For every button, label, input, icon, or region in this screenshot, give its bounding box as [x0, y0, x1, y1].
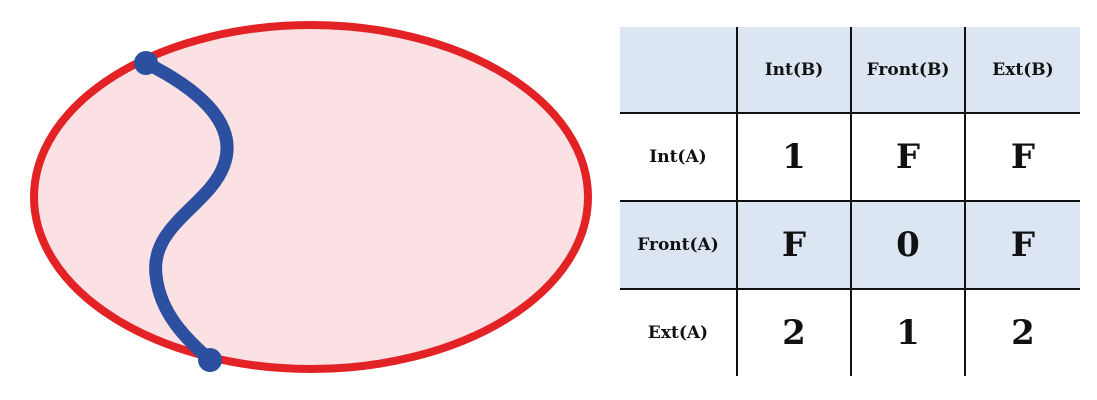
line-a-curve — [139, 56, 234, 367]
matrix-cell: 1 — [850, 288, 965, 376]
matrix-row-ext-a: Ext(A) 2 1 2 — [620, 288, 1080, 376]
matrix-cell: F — [964, 200, 1080, 289]
matrix-cell: 1 — [736, 112, 851, 201]
matrix-cell: F — [850, 112, 965, 201]
matrix-header-row: Int(B) Front(B) Ext(B) — [620, 27, 1080, 113]
matrix-corner-cell — [620, 27, 737, 113]
row-header-front-a: Front(A) — [620, 200, 737, 289]
column-header-front-b: Front(B) — [850, 27, 965, 113]
row-header-ext-a: Ext(A) — [620, 288, 737, 376]
matrix-cell: 0 — [850, 200, 965, 289]
line-start-point — [134, 51, 158, 75]
line-end-point — [198, 348, 222, 372]
column-header-ext-b: Ext(B) — [964, 27, 1080, 113]
de9im-matrix-table: Int(B) Front(B) Ext(B) Int(A) 1 F F Fron… — [620, 27, 1080, 376]
matrix-cell: F — [736, 200, 851, 289]
matrix-row-front-a: Front(A) F 0 F — [620, 200, 1080, 289]
matrix-cell: 2 — [736, 288, 851, 376]
matrix-cell: 2 — [964, 288, 1080, 376]
spatial-relation-diagram — [30, 21, 592, 373]
matrix-cell: F — [964, 112, 1080, 201]
matrix-row-int-a: Int(A) 1 F F — [620, 112, 1080, 201]
region-b-polygon — [30, 21, 592, 373]
row-header-int-a: Int(A) — [620, 112, 737, 201]
column-header-int-b: Int(B) — [736, 27, 851, 113]
